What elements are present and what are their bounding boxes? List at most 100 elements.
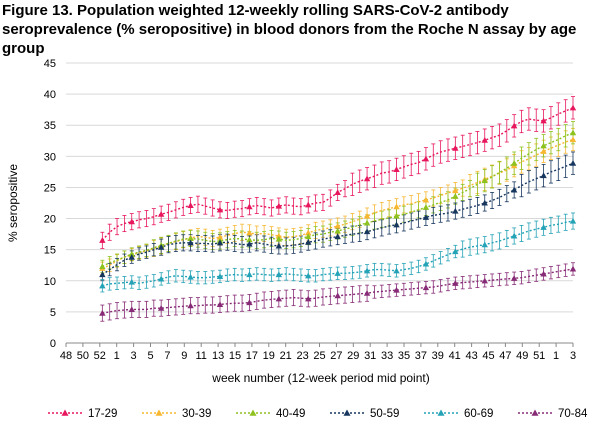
x-tick-label: 33 <box>381 350 393 362</box>
x-tick-label: 15 <box>229 350 241 362</box>
data-point-marker <box>569 136 577 143</box>
data-point-marker <box>246 236 253 243</box>
legend-marker <box>155 409 163 416</box>
data-point-marker <box>275 232 283 239</box>
data-point-marker <box>363 228 371 235</box>
data-point-marker <box>305 295 312 302</box>
data-point-marker <box>275 202 283 209</box>
x-tick-label: 48 <box>60 350 72 362</box>
x-tick-label: 1 <box>114 350 120 362</box>
data-point-marker <box>393 212 400 219</box>
y-tick-label: 15 <box>44 245 56 257</box>
data-point-marker <box>334 227 341 234</box>
legend-marker <box>61 409 69 416</box>
data-point-marker <box>187 235 194 242</box>
x-tick-label: 49 <box>516 350 528 362</box>
data-point-marker <box>393 221 400 228</box>
data-point-marker <box>452 280 459 286</box>
legend-label: 30-39 <box>182 408 211 420</box>
data-point-marker <box>187 273 194 280</box>
data-point-marker <box>99 263 106 270</box>
data-point-marker <box>481 241 488 248</box>
data-point-marker <box>393 267 400 274</box>
data-point-marker <box>422 284 430 291</box>
x-tick-label: 39 <box>432 350 444 362</box>
legend-label: 17-29 <box>88 408 117 420</box>
y-axis-title: % seropositive <box>6 164 20 242</box>
x-axis-title: week number (12-week period mid point) <box>211 371 429 385</box>
data-point-marker <box>422 155 430 162</box>
y-tick-label: 30 <box>44 151 56 163</box>
x-tick-label: 23 <box>296 350 308 362</box>
data-point-marker <box>363 175 371 182</box>
data-point-marker <box>452 145 459 151</box>
x-tick-label: 35 <box>398 350 410 362</box>
data-point-marker <box>246 240 253 247</box>
data-point-marker <box>305 229 312 236</box>
x-tick-label: 3 <box>131 350 137 362</box>
x-tick-label: 3 <box>570 350 576 362</box>
legend: 17-29 30-39 40-49 50-59 60-69 70-84 <box>48 408 588 420</box>
gridlines <box>66 62 573 313</box>
legend-label: 40-49 <box>276 408 305 420</box>
data-point-marker <box>422 214 430 220</box>
data-point-marker <box>275 295 283 302</box>
data-point-marker <box>569 159 577 166</box>
x-tick-label: 13 <box>212 350 224 362</box>
y-tick-label: 10 <box>44 276 56 288</box>
data-point-marker <box>216 206 224 213</box>
data-point-marker <box>540 142 547 149</box>
x-tick-label: 51 <box>533 350 545 362</box>
data-point-marker <box>393 203 400 210</box>
legend-label: 60-69 <box>464 408 493 420</box>
data-point-marker <box>540 224 547 230</box>
data-point-marker <box>305 233 312 240</box>
x-tick-label: 41 <box>449 350 461 362</box>
x-tick-label: 17 <box>246 350 258 362</box>
y-tick-label: 25 <box>44 182 56 194</box>
x-tick-label: 19 <box>263 350 275 362</box>
data-point-marker <box>187 239 194 246</box>
data-point-marker <box>481 277 488 284</box>
data-point-marker <box>305 239 312 245</box>
data-point-marker <box>540 117 547 124</box>
data-point-marker <box>157 304 165 311</box>
data-point-marker <box>363 219 371 226</box>
x-tick-label: 1 <box>553 350 559 362</box>
legend-marker <box>531 409 539 416</box>
legend-label: 70-84 <box>558 408 588 420</box>
data-point-marker <box>99 309 106 316</box>
data-point-marker <box>246 229 253 236</box>
data-point-marker <box>569 265 577 272</box>
data-point-marker <box>246 203 253 210</box>
error-bars <box>100 96 575 322</box>
data-point-marker <box>128 253 135 260</box>
data-point-marker <box>128 218 135 225</box>
x-axis-tick-labels: 48 50 52 1 3 5 7 9 11 13 15 17 19 21 23 25 27 29 31 33 35 37 3… <box>60 343 576 362</box>
data-point-marker <box>452 248 459 255</box>
data-point-marker <box>216 273 224 279</box>
y-tick-label: 20 <box>44 214 56 226</box>
data-point-marker <box>216 239 224 246</box>
x-tick-label: 21 <box>280 350 292 362</box>
data-point-marker <box>540 172 547 179</box>
data-point-marker <box>481 199 488 206</box>
data-point-marker <box>422 204 430 210</box>
data-point-marker <box>363 267 371 274</box>
data-point-marker <box>157 275 165 282</box>
x-tick-label: 27 <box>330 350 342 362</box>
data-point-marker <box>363 290 371 296</box>
data-point-marker <box>157 211 165 217</box>
data-point-marker <box>540 270 547 277</box>
data-point-marker <box>569 217 577 224</box>
data-point-marker <box>334 292 341 299</box>
data-point-marker <box>157 243 165 250</box>
y-tick-label: 0 <box>50 338 56 350</box>
data-point-marker <box>187 202 194 209</box>
data-point-marker <box>216 234 224 240</box>
data-point-marker <box>99 237 106 243</box>
data-point-marker <box>569 104 577 111</box>
data-point-marker <box>128 306 135 312</box>
data-point-marker <box>422 196 430 203</box>
